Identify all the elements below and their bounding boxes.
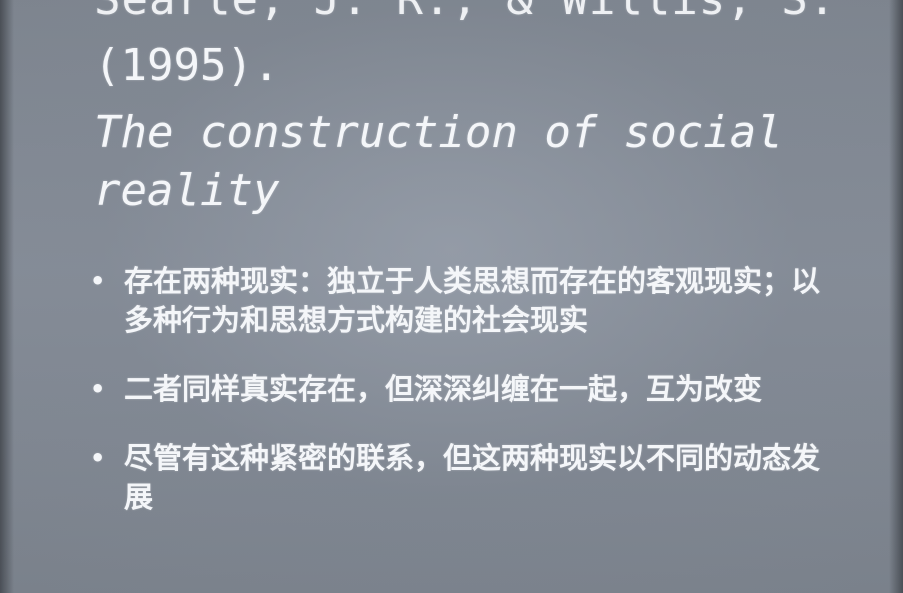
reference-authors: Searle, J. R., & Willis, S.: [94, 0, 836, 24]
reference-title: The construction of social reality: [94, 107, 783, 216]
bullet-dot-icon: •: [90, 375, 106, 403]
bullet-item: • 二者同样真实存在，但深深纠缠在一起，互为改变: [86, 370, 846, 409]
bullet-dot-icon: •: [90, 444, 106, 472]
slide-right-shadow: [889, 0, 903, 593]
bullet-text: 二者同样真实存在，但深深纠缠在一起，互为改变: [124, 372, 763, 406]
bullet-item: • 存在两种现实：独立于人类思想而存在的客观现实；以多种行为和思想方式构建的社会…: [86, 262, 846, 340]
bullet-item: • 尽管有这种紧密的联系，但这两种现实以不同的动态发展: [86, 439, 846, 517]
bullet-text: 存在两种现实：独立于人类思想而存在的客观现实；以多种行为和思想方式构建的社会现实: [124, 264, 821, 337]
reference-year: (1995).: [94, 40, 280, 91]
slide-left-shadow: [0, 0, 14, 593]
bullet-text: 尽管有这种紧密的联系，但这两种现实以不同的动态发展: [124, 441, 821, 514]
bullet-list: • 存在两种现实：独立于人类思想而存在的客观现实；以多种行为和思想方式构建的社会…: [86, 262, 846, 547]
bullet-dot-icon: •: [90, 267, 106, 295]
